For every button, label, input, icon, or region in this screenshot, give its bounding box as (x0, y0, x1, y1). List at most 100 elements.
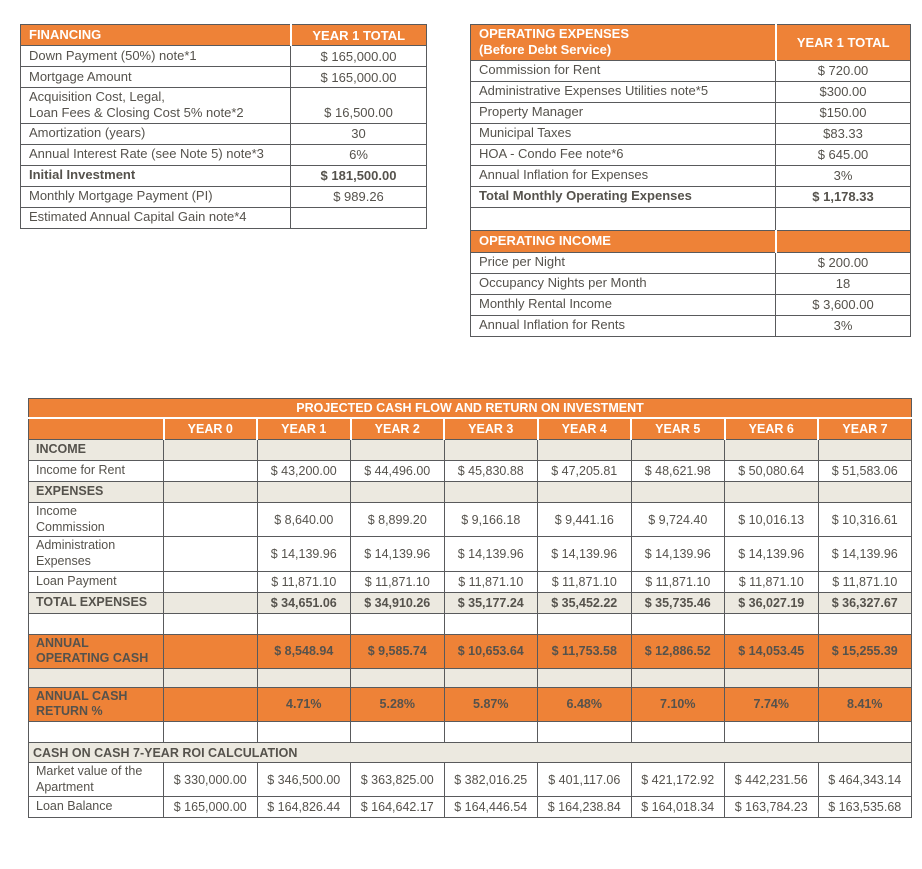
cell-value (630, 612, 725, 635)
section-header-cell (774, 229, 911, 253)
row-label: ANNUAL CASH RETURN % (28, 686, 164, 723)
row-label: Income Commission (28, 501, 164, 538)
operating-expenses-title: OPERATING EXPENSES (Before Debt Service) (470, 24, 776, 61)
projected-row: Income Commission $ 8,640.00 $ 8,899.20 $ 9… (28, 501, 912, 538)
cell-value: $ 401,117.06 (537, 761, 632, 798)
cell-value (163, 721, 258, 743)
cell-value (630, 667, 725, 688)
row-label: Commission for Rent (470, 59, 776, 82)
cell-value: $ 15,255.39 (817, 633, 912, 669)
cell-value (630, 721, 725, 743)
year-5-header: YEAR 5 (630, 417, 725, 440)
row-label: Loan Balance (28, 796, 164, 819)
cell-value: $ 14,139.96 (443, 536, 538, 572)
cell-value (724, 481, 819, 503)
row-label: Down Payment (50%) note*1 (20, 45, 291, 67)
projected-cashflow-container: PROJECTED CASH FLOW AND RETURN ON INVEST… (28, 398, 912, 819)
cell-value (350, 612, 445, 635)
operating-row: Commission for Rent $ 720.00 (470, 59, 911, 82)
row-label: Estimated Annual Capital Gain note*4 (20, 206, 291, 229)
cell-value (163, 591, 258, 614)
row-label: Monthly Mortgage Payment (PI) (20, 185, 291, 208)
row-label: Annual Interest Rate (see Note 5) note*3 (20, 143, 291, 166)
cell-value (256, 667, 351, 688)
cell-value: $ 11,871.10 (817, 570, 912, 593)
cell-value: $ 48,621.98 (630, 460, 725, 482)
financing-row: Initial Investment $ 181,500.00 (20, 164, 427, 187)
projected-row (28, 721, 912, 743)
row-label: EXPENSES (28, 481, 164, 503)
cell-value (443, 439, 538, 461)
cell-value: $ 10,016.13 (724, 501, 819, 538)
cell-value: $ 11,753.58 (537, 633, 632, 669)
cell-value: $ 164,238.84 (537, 796, 632, 819)
cell-value (537, 439, 632, 461)
projected-row: TOTAL EXPENSES $ 34,651.06 $ 34,910.26 $ 35… (28, 591, 912, 614)
cell-value: $ 50,080.64 (724, 460, 819, 482)
cell-value: $ 34,651.06 (256, 591, 351, 614)
operating-row: Annual Inflation for Rents 3% (470, 314, 911, 337)
cell-value (163, 667, 258, 688)
cell-value: $ 44,496.00 (350, 460, 445, 482)
cell-value: $ 47,205.81 (537, 460, 632, 482)
row-label: Initial Investment (20, 164, 291, 187)
section-header-label: OPERATING INCOME (470, 229, 776, 253)
cell-value: $ 14,139.96 (537, 536, 632, 572)
cell-value: 3% (775, 314, 911, 337)
operating-row: Administrative Expenses Utilities note*5… (470, 80, 911, 103)
operating-table-container: OPERATING EXPENSES (Before Debt Service)… (470, 24, 911, 337)
empty-cell (470, 206, 776, 231)
cell-value: $ 8,548.94 (256, 633, 351, 669)
row-label: HOA - Condo Fee note*6 (470, 143, 776, 166)
row-label: Amortization (years) (20, 122, 291, 145)
cell-value: $ 43,200.00 (256, 460, 351, 482)
cell-value: $ 3,600.00 (775, 293, 911, 316)
cell-value: $ 10,316.61 (817, 501, 912, 538)
year-3-header: YEAR 3 (443, 417, 538, 440)
operating-row: Occupancy Nights per Month 18 (470, 272, 911, 295)
operating-col-header: YEAR 1 TOTAL (774, 24, 911, 61)
cell-value: $ 164,018.34 (630, 796, 725, 819)
row-label: Property Manager (470, 101, 776, 124)
cell-value: $ 330,000.00 (163, 761, 258, 798)
cell-value: $ 8,899.20 (350, 501, 445, 538)
projected-title-row: PROJECTED CASH FLOW AND RETURN ON INVEST… (28, 398, 912, 419)
projected-row: Market value of the Apartment $ 330,000.0… (28, 761, 912, 798)
cell-value: $300.00 (775, 80, 911, 103)
cell-value: $ 36,327.67 (817, 591, 912, 614)
cell-value: 4.71% (256, 686, 351, 723)
cell-value: $ 35,177.24 (443, 591, 538, 614)
cell-value (724, 612, 819, 635)
cell-value: 6% (290, 143, 427, 166)
row-label: Administration Expenses (28, 536, 164, 572)
cell-value (163, 686, 258, 723)
year-1-header: YEAR 1 (256, 417, 351, 440)
cell-value (724, 667, 819, 688)
row-label (28, 667, 164, 688)
projected-row: Loan Payment $ 11,871.10 $ 11,871.10 $ 11,8… (28, 570, 912, 593)
row-label: Income for Rent (28, 460, 164, 482)
cell-value (630, 481, 725, 503)
financing-row: Annual Interest Rate (see Note 5) note*3… (20, 143, 427, 166)
row-label: Mortgage Amount (20, 66, 291, 88)
cell-value (537, 667, 632, 688)
cell-value: 6.48% (537, 686, 632, 723)
projected-row: Loan Balance $ 165,000.00 $ 164,826.44 $ 16… (28, 796, 912, 819)
cell-value: $ 14,139.96 (724, 536, 819, 572)
cell-value: $ 200.00 (775, 251, 911, 274)
cell-value (163, 460, 258, 482)
financing-table-container: FINANCING YEAR 1 TOTAL Down Payment (50%… (20, 24, 427, 229)
cell-value (163, 439, 258, 461)
cell-value (817, 612, 912, 635)
cell-value: $ 11,871.10 (350, 570, 445, 593)
cell-value (443, 667, 538, 688)
cell-value: $ 34,910.26 (350, 591, 445, 614)
empty-cell (775, 206, 911, 231)
cell-value: 30 (290, 122, 427, 145)
cell-value: $ 382,016.25 (443, 761, 538, 798)
year-4-header: YEAR 4 (536, 417, 632, 440)
operating-expenses-header-row: OPERATING EXPENSES (Before Debt Service)… (470, 24, 911, 61)
cell-value (256, 481, 351, 503)
year-header-empty-cell (28, 417, 164, 440)
